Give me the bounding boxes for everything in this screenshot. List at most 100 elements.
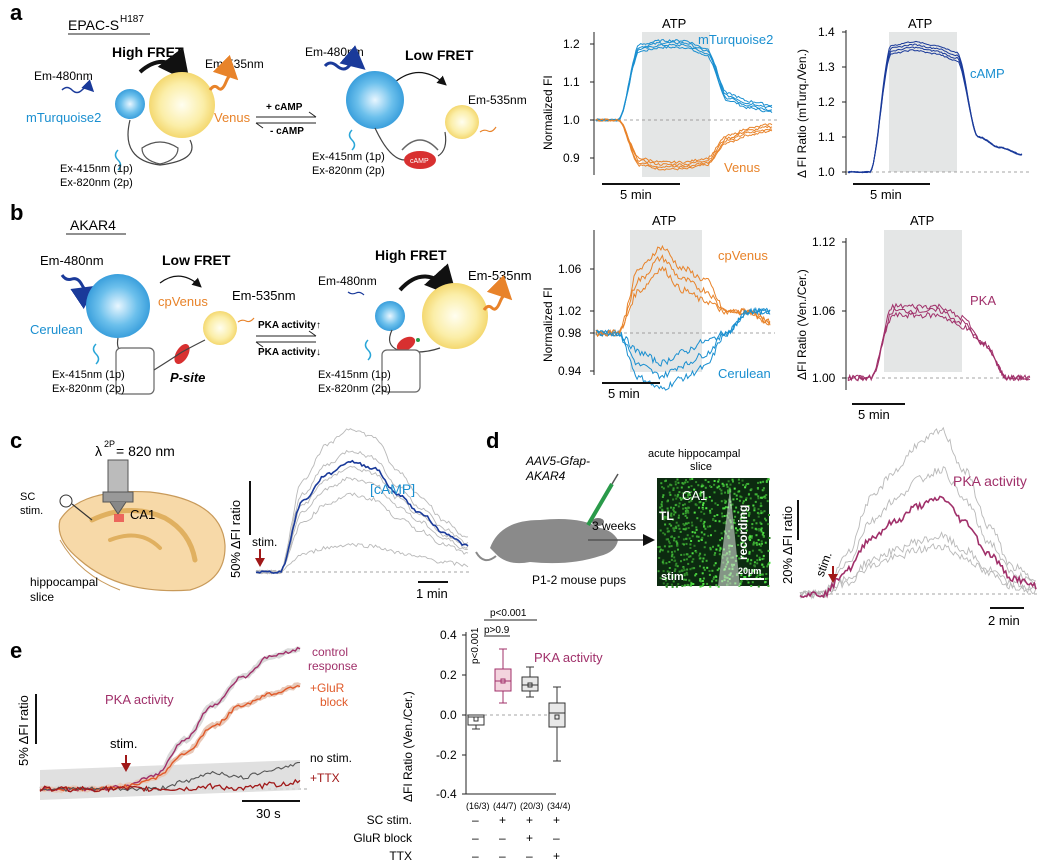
row-1-val-0: – — [472, 831, 479, 845]
row-2-val-1: – — [499, 849, 506, 863]
chart-e-boxplot: 0.4 0.2 0.0 -0.2 -0.4 ΔFI Ratio (Ven./Ce… — [353, 608, 603, 863]
scalebar-a2: 5 min — [870, 187, 902, 202]
panel-label-e: e — [10, 638, 22, 663]
atp-shade-b2 — [884, 230, 962, 372]
ex-1p-label-b: Ex-415nm (1p) — [52, 369, 125, 381]
em535-label: Em-535nm — [205, 57, 264, 71]
ylabel-a1: Normalized FI — [541, 75, 555, 150]
sc-stim-label-1: SC — [20, 491, 35, 503]
box-tick-0: 0.4 — [440, 628, 457, 642]
scalebar-e: 30 s — [256, 806, 281, 821]
trace-venus-3 — [595, 118, 773, 164]
tick-a2-3: 1.1 — [818, 130, 835, 144]
pka-down-label: PKA activity↓ — [258, 347, 321, 358]
n-label-0: (16/3) — [466, 801, 490, 811]
stim-arrow-c — [255, 558, 265, 567]
box-mean-1 — [500, 678, 506, 684]
trace-cpvenus-2 — [595, 244, 771, 338]
micrograph-scale: 20µm — [738, 566, 761, 576]
ex-1p-label-b2: Ex-415nm (1p) — [318, 369, 391, 381]
chart-b1: ATP 1.06 1.02 0.98 0.94 Normalized FI cp… — [541, 213, 775, 401]
p-value-2: p>0.9 — [484, 625, 510, 636]
high-fret-label-b: High FRET — [375, 247, 447, 263]
acceptor-fluorophore-2 — [445, 105, 479, 139]
trace-camp-mean-c — [255, 459, 469, 574]
label-glur-2: block — [320, 695, 349, 709]
atp-label-b1: ATP — [652, 213, 676, 228]
trace-pka-1 — [847, 306, 1031, 382]
camp-tag: cAMP — [410, 158, 429, 165]
title-e: PKA activity — [105, 692, 174, 707]
ex-2p-label-b: Ex-820nm (2p) — [52, 383, 125, 395]
label-glur-1: +GluR — [310, 681, 345, 695]
scalebar-b2: 5 min — [858, 407, 890, 422]
micrograph-stim: stim — [661, 571, 684, 583]
panel-label-c: c — [10, 428, 22, 453]
box-ylabel: ΔFI Ratio (Ven./Cer.) — [401, 691, 415, 802]
trace-grey-d-0 — [799, 426, 1037, 600]
label-ttx: +TTX — [310, 771, 340, 785]
akar4-low-fret-diagram: Low FRET Em-480nm cpVenus Em-535nm Cerul… — [30, 252, 296, 395]
donor-fluorophore-b2 — [375, 301, 405, 331]
row-2-val-0: – — [472, 849, 479, 863]
sc-stim-label-2: stim. — [20, 505, 43, 517]
high-fret-label: High FRET — [112, 44, 184, 60]
box-0 — [467, 714, 485, 726]
hippocampal-slice-illustration: λ 2P = 820 nm CA1 SC stim. hippocampal s… — [20, 439, 226, 604]
em535-label-b: Em-535nm — [232, 288, 296, 303]
ca1-label: CA1 — [130, 507, 155, 522]
label-control-1: control — [312, 645, 348, 659]
trace-label-mturq: mTurquoise2 — [698, 32, 773, 47]
epac-high-fret-diagram: High FRET Em-480nm mTurquoise2 Venus Em-… — [26, 44, 264, 189]
trace-label-venus: Venus — [724, 160, 761, 175]
trace-nostim — [40, 761, 301, 792]
ex-1p-label: Ex-415nm (1p) — [60, 163, 133, 175]
row-label-ttx: TTX — [389, 849, 412, 863]
micrograph-recording: recording — [736, 505, 750, 560]
acceptor-label: Venus — [214, 110, 251, 125]
trace-camp-3 — [848, 40, 1023, 174]
ylabel-b2: ΔFI Ratio (Ven./Cer.) — [795, 269, 809, 380]
boxes — [467, 648, 566, 762]
trace-grey-c-4 — [255, 492, 469, 575]
p-value-1: p<0.001 — [470, 627, 481, 664]
atp-label-a1: ATP — [662, 16, 686, 31]
traces-e — [39, 646, 301, 800]
n-label-1: (44/7) — [493, 801, 517, 811]
trace-grey-c-3 — [255, 476, 469, 575]
chart-b2: ATP 1.12 1.06 1.00 ΔFI Ratio (Ven./Cer.)… — [795, 213, 1032, 422]
ylabel-a2: Δ FI Ratio (mTurq./Ven.) — [795, 49, 809, 178]
pups-label: P1-2 mouse pups — [532, 573, 626, 587]
low-fret-label-b: Low FRET — [162, 252, 231, 268]
traces-a1 — [595, 38, 773, 171]
chart-a2: ATP 1.4 1.3 1.2 1.1 1.0 Δ FI Ratio (mTur… — [795, 16, 1030, 202]
donor-fluorophore-b — [86, 274, 150, 338]
box-mean-3 — [554, 714, 560, 720]
trace-glur — [39, 684, 301, 792]
em535-label-2: Em-535nm — [468, 93, 527, 107]
n-label-2: (20/3) — [520, 801, 544, 811]
scalebar-d: 2 min — [988, 613, 1020, 628]
trace-label-cpvenus: cpVenus — [718, 248, 768, 263]
slice-label-1: hippocampal — [30, 575, 98, 589]
tick-b2-1: 1.06 — [812, 304, 836, 318]
acceptor-label-b: cpVenus — [158, 294, 208, 309]
tick-a1-1: 1.1 — [563, 75, 580, 89]
stim-arrow-d — [828, 574, 838, 583]
box-mean-2 — [527, 682, 533, 688]
micrograph-tl: TL — [659, 509, 674, 523]
box-tick-1: 0.2 — [440, 668, 457, 682]
lambda-symbol: λ — [95, 443, 102, 459]
low-fret-label: Low FRET — [405, 47, 474, 63]
n-label-3: (34/4) — [547, 801, 571, 811]
panel-label-a: a — [10, 0, 23, 25]
ylabel-b1: Normalized FI — [541, 287, 555, 362]
donor-fluorophore — [115, 89, 145, 119]
panel-label-d: d — [486, 428, 499, 453]
stim-label-e: stim. — [110, 736, 137, 751]
row-2-val-2: – — [526, 849, 533, 863]
scalebar-b1: 5 min — [608, 386, 640, 401]
box-title: PKA activity — [534, 650, 603, 665]
sensor-name-epac: EPAC-S — [68, 17, 119, 33]
donor-label: mTurquoise2 — [26, 110, 101, 125]
